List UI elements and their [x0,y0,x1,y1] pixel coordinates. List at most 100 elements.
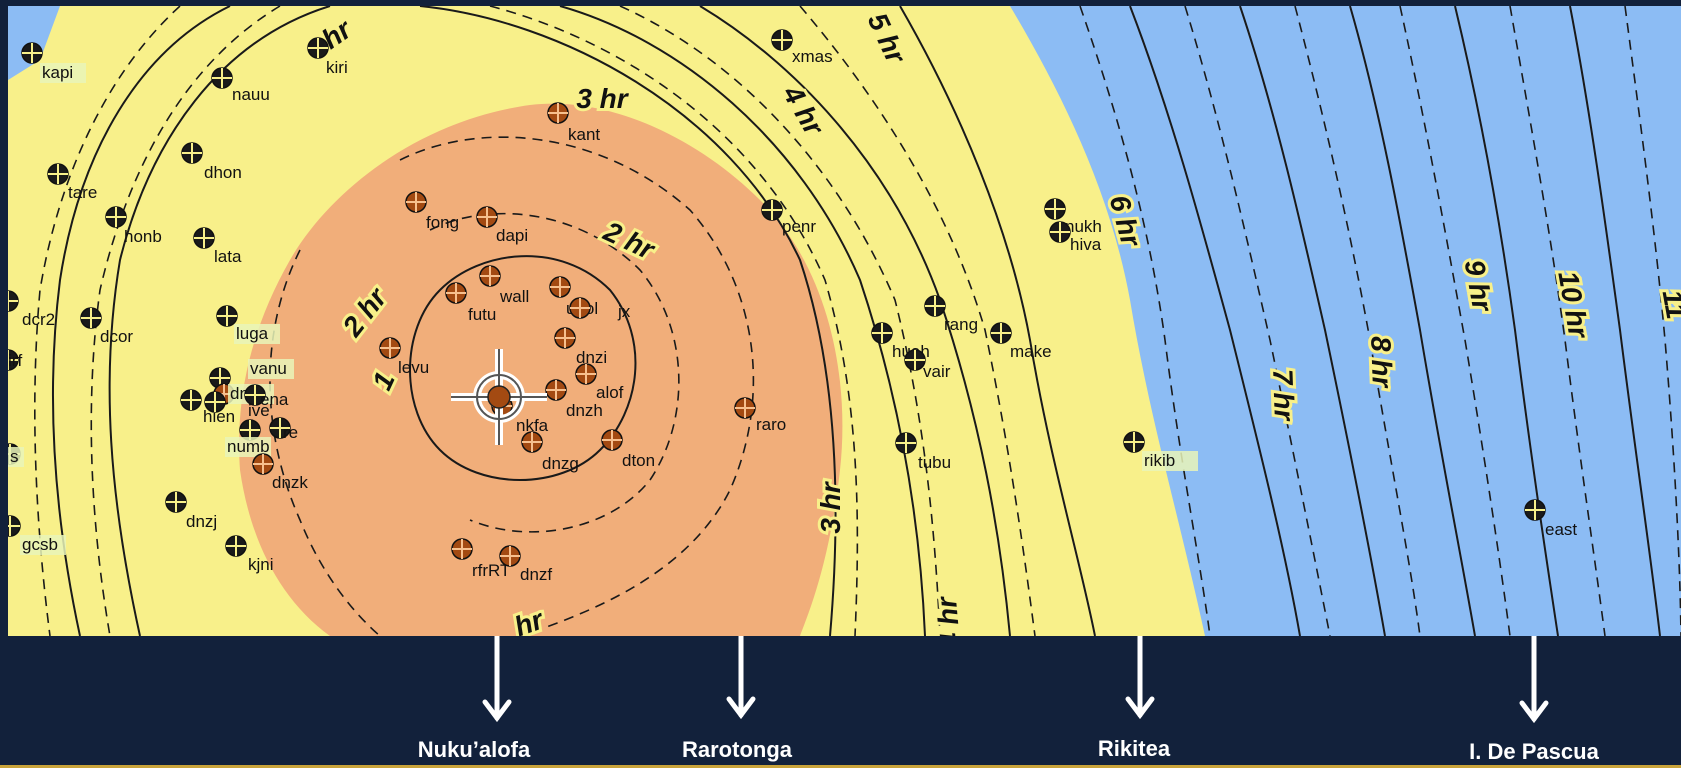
station-marker: nukh [1044,198,1102,236]
station-marker: levu [379,337,429,377]
station-marker: raro [734,397,786,434]
station-label: nukh [1065,217,1102,236]
station-marker: nauu [211,67,270,104]
station-label: jx [617,302,631,321]
station-label: levu [398,358,429,377]
station-label: numb [227,437,270,456]
station-highlight [1142,451,1198,471]
station-label: dnzj [186,512,217,531]
station-marker: dton [601,429,655,470]
station-marker: fong [405,191,459,232]
station-marker: dnzg [521,431,579,473]
arrow-down-icon [1519,636,1549,724]
contour-label: 11 [1657,287,1681,321]
station-label: re [283,423,298,442]
contour-label-halo: 11 [1657,287,1681,321]
station-marker: luga [216,305,280,344]
station-label: dapi [496,226,528,245]
station-highlight [225,437,271,457]
station-label: dnzf [520,565,552,584]
station-label: dnzi [576,348,607,367]
station-label: irf [8,351,22,370]
station-marker: rfrRT [451,538,510,580]
contour-label-halo: 8 hr [1365,335,1398,390]
station-label: nauu [232,85,270,104]
station-label: kjni [248,555,274,574]
station-label: raro [756,415,786,434]
orange-zone [239,103,843,636]
station-marker: dnzi [554,327,607,367]
arrow-down-icon [726,636,756,720]
station-label: ive [248,401,270,420]
station-marker: tubu [895,432,951,472]
station-label: vanu [250,359,287,378]
station-label: rikib [1144,451,1175,470]
destination-label-nukualofa: Nuku’alofa [417,737,531,762]
station-marker: ive [204,391,270,420]
contour-label-halo: 7 hr [1267,368,1300,423]
station-highlight [234,324,280,344]
station-marker: honb [105,206,162,246]
station-label: honb [124,227,162,246]
station-label: dnzg [542,454,579,473]
station-label: nkfa [516,416,549,435]
station-label: s [10,447,19,466]
contour-label: 3 hr [576,83,629,114]
station-marker: dnzj [165,491,217,531]
station-marker: futu [445,282,496,324]
destination-bar: Nuku’alofa Rarotonga Rikitea I. De Pascu… [0,636,1681,768]
station-label: dton [622,451,655,470]
station-marker: hiva [1049,221,1102,254]
station-marker: tare [47,163,97,202]
station-label: hiva [1070,235,1102,254]
station-marker: dcor [80,307,133,346]
station-highlight [40,63,86,83]
station-marker: dhon [181,142,242,182]
arrow-down-icon [1125,636,1155,720]
station-marker: irf [8,349,22,371]
station-label: futu [468,305,496,324]
station-label: kiri [326,58,348,77]
station-marker: rikib [1123,431,1198,471]
station-marker: make [990,322,1052,361]
station-marker: lata [193,227,242,266]
station-label: alof [596,383,624,402]
accent-line [0,765,1681,768]
station-label: penr [782,217,816,236]
contour-label-halo: 3 hr [576,83,629,114]
station-label: xmas [792,47,833,66]
station-highlight [8,447,24,467]
station-label: kapi [42,63,73,82]
contour-label: 4 hr [931,594,967,636]
station-marker: rang [924,295,978,334]
station-label: tare [68,183,97,202]
station-marker: kjni [225,535,274,574]
map-base [8,6,1681,636]
station-marker: penr [761,199,816,236]
station-label: dnzk [272,473,308,492]
station-marker: re [269,417,298,442]
station-marker: dnzf [499,545,552,584]
station-label: east [1545,520,1577,539]
station-marker: ena [244,384,289,409]
station-marker: wall [479,265,529,306]
tide-gauge-stations: kapi kiri nauu xmas kant dhon tare honb lata fong… [8,29,1577,584]
station-marker: dnzh [545,379,603,420]
travel-time-contours-dashed [34,6,1681,636]
station-label: make [1010,342,1052,361]
contour-label-halo: 3 hr [815,480,846,533]
station-marker: xmas [771,29,833,66]
destination-label-i-de-pascua: I. De Pascua [1469,739,1599,764]
station-label: dnzh [566,401,603,420]
contour-label: 8 hr [1365,335,1398,390]
station-marker: alof [575,363,624,402]
destination-label-rikitea: Rikitea [1097,736,1171,761]
station-marker: numb [225,419,271,457]
station-marker: gcsb [8,515,66,555]
destination-label-rarotonga: Rarotonga [682,737,792,762]
station-marker: vair [904,349,951,381]
station-label: tubu [918,453,951,472]
station-marker: vanu [209,359,294,389]
contour-label: 3 hr [815,480,846,533]
